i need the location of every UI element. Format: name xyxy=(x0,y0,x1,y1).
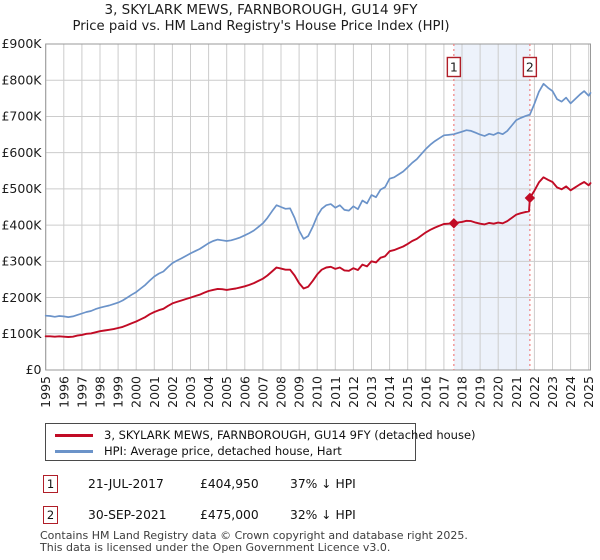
chart-legend: 3, SKYLARK MEWS, FARNBOROUGH, GU14 9FY (… xyxy=(45,423,476,461)
legend-label-hpi: HPI: Average price, detached house, Hart xyxy=(104,444,342,458)
legend-label-price-paid: 3, SKYLARK MEWS, FARNBOROUGH, GU14 9FY (… xyxy=(104,428,476,442)
y-tick-label: £500K xyxy=(1,181,42,196)
transaction-1-date: 21-JUL-2017 xyxy=(88,477,164,491)
y-tick-label: £100K xyxy=(1,326,42,341)
price-paid-line xyxy=(44,176,592,338)
x-tick-label: 2004 xyxy=(201,376,216,408)
sale-annotation-box-2 xyxy=(522,56,538,78)
x-tick-label: 2011 xyxy=(328,376,343,408)
x-tick-label: 2018 xyxy=(455,376,470,408)
plot-border xyxy=(45,43,591,371)
footer-copyright: Contains HM Land Registry data © Crown c… xyxy=(40,529,468,542)
transaction-1-price: £404,950 xyxy=(200,477,259,491)
x-tick-label: 2016 xyxy=(418,376,433,408)
y-tick-label: £200K xyxy=(1,290,42,305)
x-tick-label: 2022 xyxy=(527,376,542,408)
x-tick-label: 2021 xyxy=(509,376,524,408)
y-tick-label: £400K xyxy=(1,217,42,232)
x-tick-label: 2002 xyxy=(165,376,180,408)
legend-swatch-hpi xyxy=(55,449,93,453)
sale-diamond-2 xyxy=(524,192,536,204)
x-tick-label: 2005 xyxy=(219,376,234,408)
x-tick-label: 2010 xyxy=(310,376,325,408)
x-tick-label: 1995 xyxy=(38,376,53,408)
legend-item-price-paid: 3, SKYLARK MEWS, FARNBOROUGH, GU14 9FY (… xyxy=(46,427,476,443)
x-tick-label: 1999 xyxy=(111,376,126,408)
footer-licence: This data is licensed under the Open Gov… xyxy=(40,541,391,554)
price-chart: 1 2 £0 £100K £200K £300K £400K £500K £600K £700K £… xyxy=(1,36,596,408)
y-tick-label: £300K xyxy=(1,254,42,269)
x-tick-label: 2001 xyxy=(147,376,162,408)
x-tick-label: 1998 xyxy=(93,376,108,408)
x-tick-label: 2015 xyxy=(400,376,415,408)
x-tick-label: 1996 xyxy=(56,376,71,408)
x-tick-label: 2023 xyxy=(545,376,560,408)
x-tick-label: 2009 xyxy=(292,376,307,408)
x-tick-label: 2013 xyxy=(364,376,379,408)
y-tick-label: £700K xyxy=(1,109,42,124)
transaction-2-date: 30-SEP-2021 xyxy=(88,508,167,522)
x-tick-label: 2012 xyxy=(346,376,361,408)
transaction-2-price: £475,000 xyxy=(200,508,259,522)
legend-item-hpi: HPI: Average price, detached house, Hart xyxy=(46,443,415,459)
x-tick-label: 2000 xyxy=(129,376,144,408)
x-tick-label: 2025 xyxy=(581,376,596,408)
sale-annotation-box-1 xyxy=(446,56,462,78)
y-tick-label: £900K xyxy=(1,36,42,51)
legend-swatch-price-paid xyxy=(55,433,93,437)
sale-period-shading xyxy=(453,44,530,370)
x-tick-label: 2024 xyxy=(563,376,578,408)
x-tick-label: 2006 xyxy=(237,376,252,408)
x-tick-label: 2020 xyxy=(491,376,506,408)
y-tick-label: £800K xyxy=(1,72,42,87)
x-tick-label: 2003 xyxy=(183,376,198,408)
transaction-1-hpi-diff: 37% ↓ HPI xyxy=(290,477,356,491)
x-tick-label: 2014 xyxy=(382,376,397,408)
x-tick-label: 2017 xyxy=(436,376,451,408)
y-tick-label: £0 xyxy=(26,362,42,377)
sale-annotation-label-1: 1 xyxy=(450,60,458,75)
transaction-2-marker-badge: 2 xyxy=(43,506,58,524)
transaction-2-hpi-diff: 32% ↓ HPI xyxy=(290,508,356,522)
transaction-1-marker-badge: 1 xyxy=(43,475,58,493)
page-subtitle: Price paid vs. HM Land Registry's House … xyxy=(72,19,450,34)
transaction-row-1: 1 21-JUL-2017 £404,950 37% ↓ HPI xyxy=(43,475,583,495)
x-tick-label: 1997 xyxy=(74,376,89,408)
x-tick-label: 2019 xyxy=(473,376,488,408)
transaction-row-2: 2 30-SEP-2021 £475,000 32% ↓ HPI xyxy=(43,506,583,526)
x-tick-label: 2008 xyxy=(274,376,289,408)
hpi-line xyxy=(44,82,592,318)
y-tick-label: £600K xyxy=(1,145,42,160)
x-tick-label: 2007 xyxy=(255,376,270,408)
page-title: 3, SKYLARK MEWS, FARNBOROUGH, GU14 9FY xyxy=(104,2,418,18)
sale-diamond-1 xyxy=(448,218,460,229)
sale-annotation-label-2: 2 xyxy=(526,60,534,75)
